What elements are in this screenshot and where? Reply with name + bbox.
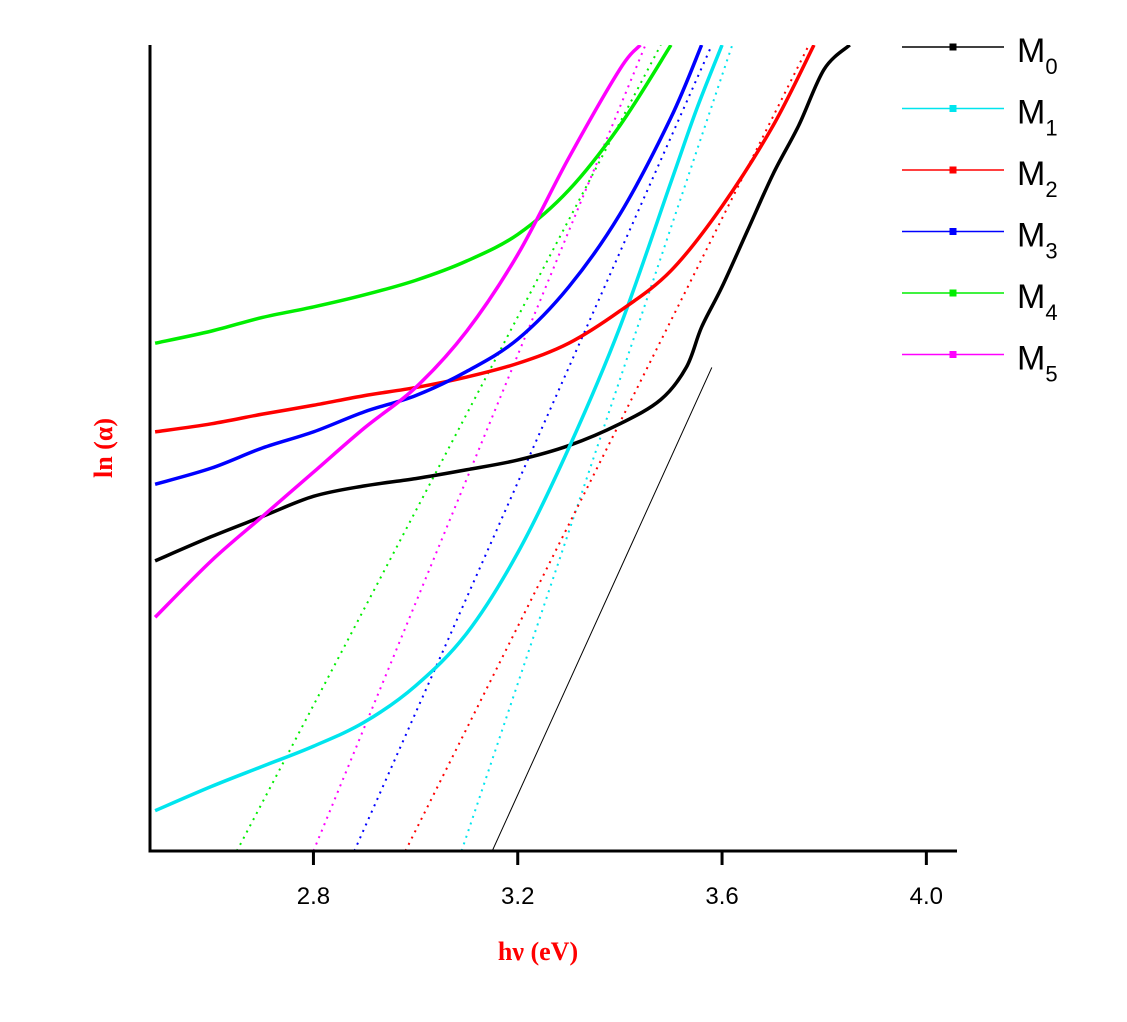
axes bbox=[148, 45, 957, 853]
legend-label: M4 bbox=[1017, 278, 1058, 325]
fit-line-m1 bbox=[460, 45, 734, 851]
series-line-m5 bbox=[153, 45, 642, 619]
y-axis-title: ln (α) bbox=[89, 418, 118, 478]
plot-area bbox=[153, 45, 851, 851]
legend-marker bbox=[949, 105, 957, 112]
x-tick-label: 3.2 bbox=[501, 883, 534, 910]
fit-line-m3 bbox=[353, 45, 713, 851]
legend-marker bbox=[949, 43, 957, 51]
series-line-m1 bbox=[154, 45, 724, 813]
legend-label: M3 bbox=[1017, 217, 1058, 264]
legend: M0 M1 M2 M3 M4 M5 bbox=[902, 32, 1058, 387]
legend-marker bbox=[949, 228, 957, 235]
legend-marker bbox=[949, 289, 957, 297]
series-line-m3 bbox=[154, 45, 704, 486]
legend-marker bbox=[949, 166, 957, 174]
legend-label: M2 bbox=[1017, 155, 1058, 202]
x-tick-label: 2.8 bbox=[297, 883, 330, 910]
legend-item-m0: M0 bbox=[902, 32, 1058, 79]
legend-item-m4: M4 bbox=[902, 278, 1058, 325]
x-tick-label: 4.0 bbox=[910, 883, 943, 910]
x-axis-title: hν (eV) bbox=[498, 937, 578, 966]
series-line-m0 bbox=[154, 45, 851, 563]
legend-label: M5 bbox=[1017, 340, 1058, 387]
fit-line-m5 bbox=[312, 45, 647, 851]
series-line-m4 bbox=[154, 45, 673, 345]
legend-marker bbox=[949, 351, 957, 358]
legend-item-m3: M3 bbox=[902, 217, 1058, 264]
legend-item-m5: M5 bbox=[902, 340, 1058, 387]
fit-line-m4 bbox=[235, 45, 662, 851]
x-tick-label: 3.6 bbox=[705, 883, 738, 910]
legend-label: M1 bbox=[1017, 94, 1058, 141]
legend-item-m1: M1 bbox=[902, 94, 1058, 141]
legend-item-m2: M2 bbox=[902, 155, 1058, 202]
fit-line-m0 bbox=[491, 367, 713, 851]
legend-label: M0 bbox=[1017, 32, 1058, 79]
x-ticks: 2.8 3.2 3.6 4.0 bbox=[297, 851, 943, 910]
series-line-m2 bbox=[154, 45, 816, 434]
